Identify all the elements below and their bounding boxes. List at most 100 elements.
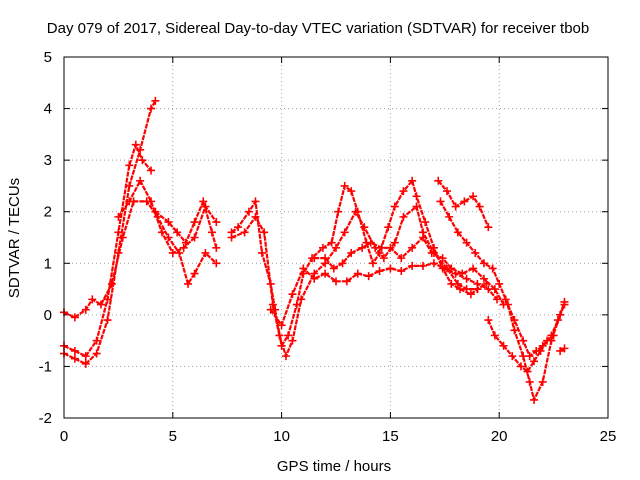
data-point (510, 326, 519, 335)
data-point (251, 197, 260, 206)
data-point (412, 202, 421, 211)
data-point (466, 290, 475, 299)
data-point (460, 197, 469, 206)
data-point (397, 267, 406, 276)
y-tick-label: 2 (44, 204, 52, 221)
data-point (358, 243, 367, 252)
data-point (556, 346, 565, 355)
data-point (471, 248, 480, 257)
data-point (390, 238, 399, 247)
data-point (266, 305, 275, 314)
data-point (151, 207, 160, 216)
y-tick-label: 4 (44, 101, 52, 118)
data-point (360, 223, 369, 232)
data-point (379, 254, 388, 263)
data-point (353, 269, 362, 278)
data-point (384, 223, 393, 232)
data-point (525, 377, 534, 386)
x-tick-label: 15 (382, 428, 399, 445)
data-point (268, 300, 277, 309)
series-track-13 (487, 319, 555, 373)
data-point (151, 96, 160, 105)
chart-title: Day 079 of 2017, Sidereal Day-to-day VTE… (47, 20, 589, 37)
data-point (530, 357, 539, 366)
x-tick-label: 25 (600, 428, 617, 445)
data-point (173, 228, 182, 237)
data-point (436, 197, 445, 206)
data-point (297, 295, 306, 304)
data-point (408, 176, 417, 185)
data-point (125, 161, 134, 170)
data-point (240, 228, 249, 237)
data-point (284, 331, 293, 340)
data-point (347, 248, 356, 257)
data-point (412, 192, 421, 201)
data-point (70, 354, 79, 363)
data-point (168, 248, 177, 257)
data-point (329, 264, 338, 273)
data-point (184, 279, 193, 288)
data-point (447, 264, 456, 273)
data-point (490, 331, 499, 340)
x-tick-label: 5 (169, 428, 177, 445)
data-point (434, 176, 443, 185)
data-point (81, 352, 90, 361)
data-series-group (60, 96, 569, 404)
data-point (495, 279, 504, 288)
x-axis-label: GPS time / hours (277, 458, 391, 475)
data-point (516, 362, 525, 371)
y-tick-label: 3 (44, 152, 52, 169)
data-point (207, 228, 216, 237)
data-point (462, 285, 471, 294)
data-point (227, 233, 236, 242)
series-track-4 (117, 179, 218, 255)
data-point (429, 259, 438, 268)
y-tick-label: -1 (39, 358, 52, 375)
data-point (427, 248, 436, 257)
data-point (340, 228, 349, 237)
data-point (530, 395, 539, 404)
data-point (92, 349, 101, 358)
data-point (234, 223, 243, 232)
data-point (260, 228, 269, 237)
series-track-5 (154, 200, 218, 249)
data-point (458, 269, 467, 278)
data-point (258, 248, 267, 257)
data-point (244, 207, 253, 216)
data-point (368, 259, 377, 268)
data-point (543, 336, 552, 345)
data-point (560, 297, 569, 306)
data-point (147, 197, 156, 206)
data-point (81, 359, 90, 368)
data-point (523, 367, 532, 376)
data-point (212, 259, 221, 268)
data-point (332, 243, 340, 252)
data-point (88, 295, 97, 304)
data-point (136, 176, 145, 185)
data-point (347, 187, 356, 196)
data-point (277, 321, 286, 330)
data-point (147, 166, 156, 175)
data-point (332, 277, 340, 286)
x-tick-label: 20 (491, 428, 508, 445)
data-point (399, 212, 408, 221)
data-point (147, 104, 156, 113)
data-point (560, 344, 569, 353)
y-tick-labels: -2 -1 0 1 2 3 4 5 (39, 49, 52, 427)
data-point (469, 192, 478, 201)
data-point (103, 295, 112, 304)
data-point (288, 336, 297, 345)
data-point (364, 272, 373, 281)
data-point (321, 269, 330, 278)
data-point (299, 264, 308, 273)
data-point (510, 316, 519, 325)
data-point (70, 346, 79, 355)
data-point (190, 269, 199, 278)
data-point (310, 254, 319, 263)
data-point (338, 259, 347, 268)
data-point (340, 181, 349, 190)
data-point (212, 218, 221, 227)
data-point (281, 352, 290, 361)
data-point (327, 238, 336, 247)
data-point (508, 352, 517, 361)
